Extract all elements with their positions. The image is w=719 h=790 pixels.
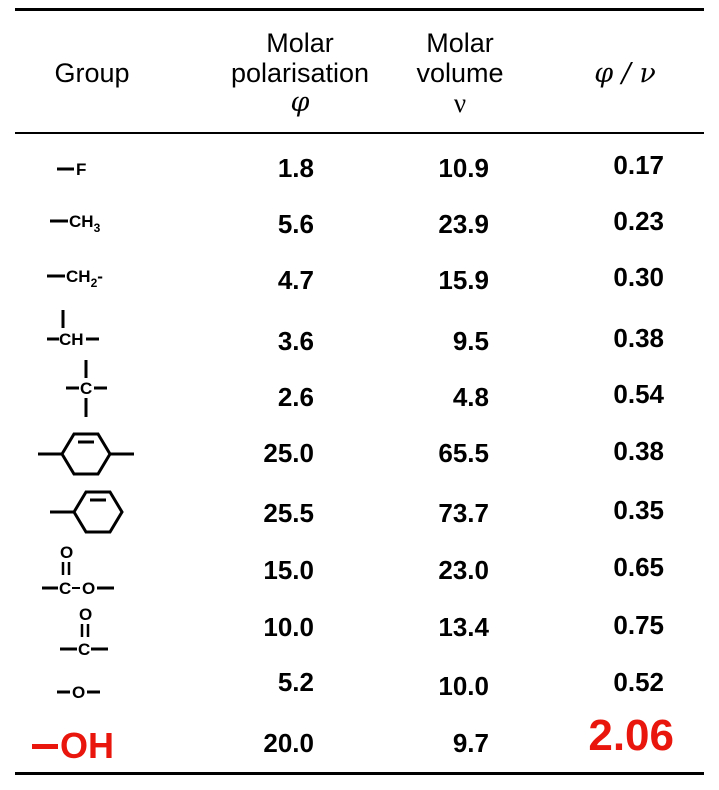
phi-value: 15.0 <box>263 555 314 585</box>
phi-value: 1.8 <box>277 153 314 183</box>
phi-value: 10.0 <box>263 612 314 642</box>
table-row: O 5.2 10.0 0.52 <box>0 662 719 718</box>
group-methyl: CH3 <box>0 196 200 252</box>
header-group: Group <box>54 58 130 88</box>
ratio-value: 0.30 <box>613 262 664 292</box>
svg-text:CH3: CH3 <box>69 212 101 235</box>
header-ratio: φ / ν <box>594 58 656 89</box>
group-ether: O <box>0 662 200 718</box>
ratio-value: 0.35 <box>613 495 664 525</box>
table-row: 25.0 65.5 0.38 <box>0 426 719 482</box>
table-row: C 2.6 4.8 0.54 <box>0 360 719 420</box>
phi-value: 3.6 <box>277 326 314 356</box>
nu-value: 10.9 <box>438 153 489 183</box>
table-top-rule <box>15 8 704 11</box>
group-methine: CH <box>0 308 200 364</box>
nu-value: 23.0 <box>438 555 489 585</box>
nu-value: 4.8 <box>452 382 489 412</box>
group-quaternary-carbon: C <box>0 360 200 420</box>
ratio-value: 0.38 <box>613 323 664 353</box>
ratio-value: 0.75 <box>613 610 664 640</box>
ratio-value: 0.17 <box>613 150 664 180</box>
ratio-value: 0.54 <box>613 379 664 409</box>
svg-text:O: O <box>79 605 92 624</box>
header-molar-volume: Molar volume ν <box>416 28 504 118</box>
group-fluoro: F <box>0 140 200 196</box>
svg-text:O: O <box>72 683 85 702</box>
nu-value: 65.5 <box>438 438 489 468</box>
svg-text:CH: CH <box>59 330 84 349</box>
nu-value: 9.7 <box>452 728 489 758</box>
nu-value: 13.4 <box>438 612 489 642</box>
nu-value: 73.7 <box>438 498 489 528</box>
table-row: F 1.8 10.9 0.17 <box>0 140 719 196</box>
group-ester: O C O <box>0 543 200 599</box>
ratio-value: 0.38 <box>613 436 664 466</box>
table-row: O C O 15.0 23.0 0.65 <box>0 543 719 599</box>
ratio-value: 0.65 <box>613 552 664 582</box>
ratio-value-highlighted: 2.06 <box>588 711 674 760</box>
table-row: O C 10.0 13.4 0.75 <box>0 603 719 659</box>
table-row: CH2- 4.7 15.9 0.30 <box>0 252 719 308</box>
nu-value: 9.5 <box>452 326 489 356</box>
phi-value: 25.0 <box>263 438 314 468</box>
table-bottom-rule <box>15 772 704 775</box>
group-phenyl <box>0 484 200 540</box>
phi-value: 2.6 <box>277 382 314 412</box>
svg-text:O: O <box>82 579 95 598</box>
group-carbonyl: O C <box>0 603 200 659</box>
phi-value: 4.7 <box>277 265 314 295</box>
ratio-value: 0.23 <box>613 206 664 236</box>
header-divider-rule <box>15 132 704 134</box>
group-methylene: CH2- <box>0 252 200 308</box>
table-row: CH3 5.6 23.9 0.23 <box>0 196 719 252</box>
svg-text:O: O <box>60 543 73 562</box>
phi-value: 20.0 <box>263 728 314 758</box>
phi-value: 25.5 <box>263 498 314 528</box>
svg-text:F: F <box>76 160 86 179</box>
ratio-value: 0.52 <box>613 667 664 697</box>
svg-text:CH2-: CH2- <box>66 267 103 290</box>
svg-text:C: C <box>78 640 90 659</box>
nu-value: 15.9 <box>438 265 489 295</box>
table-row: 25.5 73.7 0.35 <box>0 484 719 540</box>
svg-text:C: C <box>80 379 92 398</box>
phi-value: 5.2 <box>277 667 314 697</box>
group-p-phenylene <box>0 426 200 482</box>
table-row-highlighted: OH 20.0 9.7 2.06 <box>0 712 719 774</box>
table-row: CH 3.6 9.5 0.38 <box>0 308 719 364</box>
svg-text:C: C <box>59 579 71 598</box>
nu-value: 10.0 <box>438 671 489 701</box>
group-hydroxyl: OH <box>32 726 114 766</box>
phi-value: 5.6 <box>277 209 314 239</box>
nu-value: 23.9 <box>438 209 489 239</box>
header-molar-polarisation: Molar polarisation φ <box>230 28 370 118</box>
